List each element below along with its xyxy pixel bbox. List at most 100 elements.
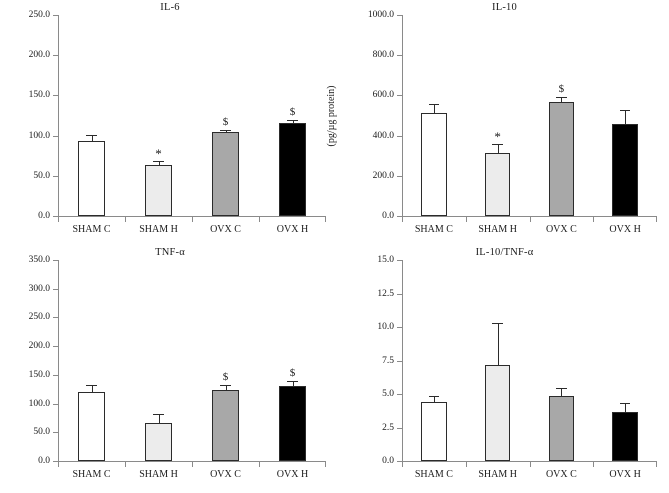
error-bar-cap-tnfa-1 <box>152 414 165 416</box>
x-tick-il10-2 <box>529 217 531 222</box>
bar-ratio-ovx-c <box>548 396 575 461</box>
x-axis-label-il6-2: OVX C <box>210 224 241 235</box>
x-axis-line-tnfa <box>58 461 326 462</box>
y-tick-label-il6-3: 150.0 <box>28 90 50 101</box>
y-tick-tnfa-3 <box>53 374 58 376</box>
x-tick-il6-0 <box>58 217 59 222</box>
error-bar-stem-il6-0 <box>91 134 93 141</box>
y-tick-tnfa-1 <box>53 432 58 434</box>
chart-title-ratio: IL-10/TNF-α <box>475 247 534 258</box>
y-tick-tnfa-7 <box>53 260 58 261</box>
y-tick-il6-4 <box>53 55 58 57</box>
error-bar-stem-il10-3 <box>625 110 627 125</box>
y-tick-label-il10-2: 400.0 <box>372 130 394 141</box>
significance-marker-il6-3: $ <box>289 105 296 118</box>
error-bar-cap-il10-0 <box>428 104 440 106</box>
x-axis-label-il6-1: SHAM H <box>139 224 178 235</box>
error-bar-cap-tnfa-0 <box>85 385 98 387</box>
y-tick-label-tnfa-0: 0.0 <box>38 456 50 466</box>
y-tick-il10-3 <box>397 95 402 97</box>
y-tick-label-il6-5: 250.0 <box>28 10 50 20</box>
y-tick-label-ratio-1: 2.5 <box>382 422 394 433</box>
x-axis-label-tnfa-2: OVX C <box>210 469 241 480</box>
x-axis-label-tnfa-1: SHAM H <box>139 469 178 480</box>
error-bar-stem-ratio-0 <box>433 396 435 403</box>
error-bar-cap-il10-3 <box>619 110 631 112</box>
error-bar-cap-tnfa-2 <box>219 385 232 387</box>
x-axis-line-il10 <box>402 216 657 217</box>
y-tick-label-tnfa-7: 350.0 <box>28 255 50 265</box>
y-tick-il10-1 <box>397 175 402 177</box>
error-bar-stem-tnfa-2 <box>225 385 227 391</box>
bar-tnfa-sham-c <box>78 391 105 461</box>
error-bar-cap-ratio-2 <box>556 387 567 389</box>
error-bar-stem-tnfa-0 <box>91 385 93 392</box>
x-axis-label-il6-0: SHAM C <box>72 224 111 235</box>
y-tick-label-tnfa-5: 250.0 <box>28 312 50 323</box>
significance-marker-il10-2: $ <box>558 83 565 95</box>
bar-ratio-sham-h <box>484 364 511 461</box>
y-tick-label-ratio-2: 5.0 <box>382 389 394 399</box>
y-tick-ratio-2 <box>397 394 402 395</box>
y-tick-il6-1 <box>53 175 58 177</box>
x-tick-ratio-0 <box>402 462 403 467</box>
y-tick-label-il10-4: 800.0 <box>372 50 394 61</box>
x-axis-line-il6 <box>58 216 326 217</box>
y-tick-il6-3 <box>53 95 58 97</box>
x-tick-il6-end <box>325 217 326 222</box>
error-bar-cap-ratio-0 <box>428 396 440 397</box>
y-axis-line-il6 <box>58 15 59 216</box>
error-bar-stem-tnfa-3 <box>292 381 294 387</box>
x-tick-tnfa-0 <box>58 462 59 467</box>
chart-title-tnfa: TNF-α <box>155 247 185 258</box>
y-tick-label-il10-5: 1000.0 <box>367 10 394 20</box>
error-bar-cap-il6-3 <box>286 119 299 121</box>
plot-area-il10: 0.0 200.0 400.0 600.0 800.0 1000.0 (pg/µg prot… <box>326 10 657 235</box>
x-axis-label-il10-2: OVX C <box>545 224 577 235</box>
y-tick-label-tnfa-4: 200.0 <box>28 341 50 352</box>
x-axis-label-il10-1: SHAM H <box>478 224 517 235</box>
y-tick-label-ratio-4: 10.0 <box>377 322 394 332</box>
x-axis-label-ratio-1: SHAM H <box>478 469 517 480</box>
error-bar-cap-il6-2 <box>219 129 232 131</box>
x-tick-il6-1 <box>125 217 126 222</box>
x-axis-label-il10-0: SHAM C <box>414 224 453 235</box>
error-bar-stem-ratio-2 <box>561 387 563 396</box>
x-tick-il6-2 <box>192 217 193 222</box>
chart-panel-il6: IL-6 0.0 50.0 100.0 150.0 200.0 250.0 (pg/µg pr… <box>0 2 340 246</box>
bar-tnfa-ovx-h <box>279 386 306 461</box>
y-tick-tnfa-6 <box>53 288 58 290</box>
x-tick-il10-1 <box>465 217 467 222</box>
significance-marker-il10-1: * <box>494 128 501 144</box>
y-tick-tnfa-0 <box>53 461 58 462</box>
x-axis-label-tnfa-0: SHAM C <box>72 469 111 480</box>
y-axis-line-ratio <box>402 260 403 461</box>
plot-area-tnfa: 0.050.0100.0150.0200.0250.0300.0350.0(pg… <box>29 255 326 480</box>
y-tick-label-ratio-6: 15.0 <box>377 255 394 265</box>
chart-panel-ratio: IL-10/TNF-α 0.0 2.5 5.0 7.5 10.0 12.5 15.0 SHAM … <box>340 247 669 493</box>
error-bar-stem-ratio-3 <box>625 403 627 413</box>
x-tick-tnfa-end <box>325 462 326 467</box>
y-tick-il10-5 <box>397 15 402 16</box>
bar-il10-ovx-h <box>612 124 638 216</box>
significance-marker-tnfa-3: $ <box>289 367 296 380</box>
y-tick-ratio-6 <box>397 260 402 261</box>
bar-il6-ovx-c <box>212 132 239 216</box>
y-tick-label-tnfa-2: 100.0 <box>28 398 50 409</box>
error-bar-cap-ratio-1 <box>492 322 503 324</box>
y-tick-label-il6-2: 100.0 <box>28 130 50 141</box>
bar-tnfa-ovx-c <box>212 390 239 461</box>
chart-panel-tnfa: TNF-α 0.0 50.0 100.0 150.0 200.0 250.0 300.0 350… <box>0 247 340 493</box>
y-axis-line-il10 <box>402 15 403 216</box>
y-tick-tnfa-4 <box>53 346 58 348</box>
y-tick-label-il6-4: 200.0 <box>28 50 50 61</box>
chart-title-il6: IL-6 <box>160 2 180 13</box>
x-tick-tnfa-2 <box>192 462 193 467</box>
x-axis-label-il10-3: OVX H <box>609 224 641 235</box>
bar-il10-sham-h <box>484 152 511 216</box>
y-tick-label-ratio-5: 12.5 <box>377 288 394 299</box>
y-tick-label-il6-1: 50.0 <box>33 170 50 181</box>
y-tick-il10-2 <box>397 135 402 137</box>
x-tick-il6-3 <box>259 217 260 222</box>
